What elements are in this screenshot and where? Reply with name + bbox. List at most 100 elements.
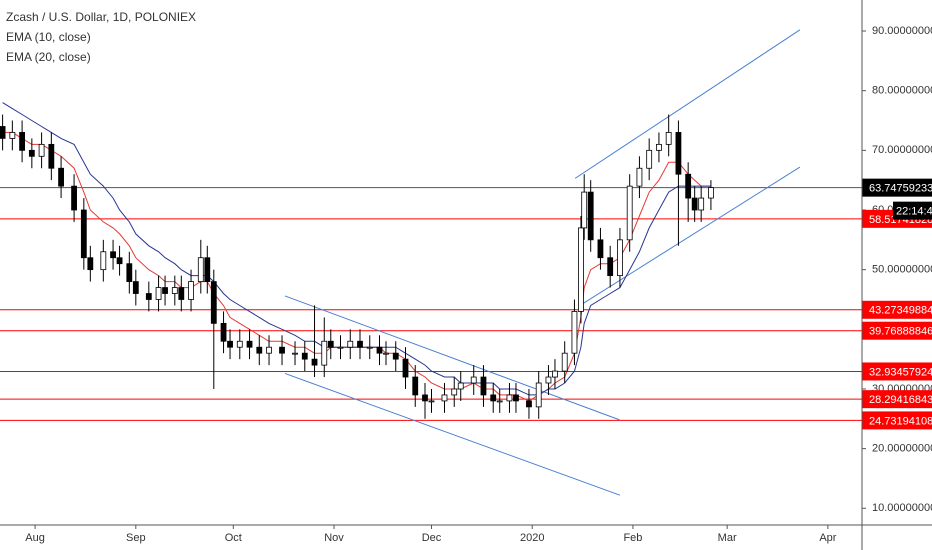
- candle-body: [506, 394, 513, 402]
- candle-body: [155, 287, 162, 300]
- price-scale: 10.0000000020.0000000030.0000000040.0000…: [862, 25, 932, 514]
- candle-body: [227, 340, 233, 348]
- candle-body: [626, 185, 633, 241]
- level-label: 39.76888846: [869, 326, 932, 338]
- candle-body: [301, 352, 308, 360]
- candle-body: [646, 149, 653, 169]
- candle-body: [412, 376, 419, 396]
- trendline: [579, 166, 801, 306]
- candle-body: [656, 143, 662, 151]
- candle-body: [337, 346, 344, 349]
- candle-body: [513, 394, 519, 402]
- candle-body: [132, 281, 139, 294]
- candle-body: [87, 257, 94, 271]
- y-tick-label: 80.00000000: [872, 85, 932, 97]
- x-tick-label: 2020: [520, 532, 544, 544]
- candle-body: [327, 340, 334, 348]
- candle-body: [698, 197, 705, 211]
- candle-body: [80, 209, 87, 259]
- candle-body: [470, 376, 477, 384]
- candle-body: [38, 143, 45, 157]
- level-label-box: [862, 411, 932, 430]
- candle-body: [321, 340, 328, 366]
- level-label-box: [862, 321, 932, 340]
- candle-body: [162, 287, 168, 294]
- candle-body: [402, 358, 409, 378]
- candle-body: [665, 132, 672, 145]
- y-tick-label: 70.00000000: [872, 144, 932, 156]
- candle-body: [116, 257, 123, 265]
- candle-body: [691, 197, 698, 211]
- candle-body: [178, 287, 185, 300]
- y-tick-label: 50.00000000: [872, 264, 932, 276]
- candle-body: [347, 340, 354, 348]
- last-price-box: [862, 178, 932, 197]
- x-tick-label: Nov: [324, 532, 344, 544]
- candle-body: [545, 376, 552, 384]
- candle-body: [366, 346, 373, 349]
- level-label: 32.93457924: [869, 366, 932, 378]
- candle-body: [685, 173, 692, 199]
- countdown-label: 22:14:45: [896, 206, 932, 218]
- level-label: 43.27349884: [869, 305, 932, 317]
- candle-body: [422, 394, 428, 402]
- level-label-box: [862, 300, 932, 319]
- candle-body: [9, 132, 16, 139]
- candle-body: [451, 388, 458, 396]
- candle-body: [457, 382, 464, 390]
- level-label-box: [862, 362, 932, 381]
- candle-body: [490, 394, 497, 402]
- candle-body: [279, 346, 285, 354]
- candle-body: [210, 281, 217, 324]
- candle-body: [100, 251, 107, 271]
- candle-body: [58, 167, 64, 187]
- candle-body: [441, 394, 448, 402]
- x-tick-label: Dec: [422, 532, 442, 544]
- chart-title: Zcash / U.S. Dollar, 1D, POLONIEX: [6, 10, 196, 24]
- candle-body: [675, 132, 682, 175]
- y-tick-label: 20.00000000: [872, 443, 932, 455]
- candle-body: [496, 400, 503, 403]
- candle-body: [311, 358, 318, 366]
- x-tick-label: Apr: [819, 532, 836, 544]
- ema-line: [2, 102, 711, 396]
- candle-body: [236, 340, 243, 348]
- candle-body: [126, 263, 133, 282]
- x-tick-label: Sep: [126, 532, 146, 544]
- candle-body: [188, 281, 194, 300]
- candle-body: [708, 187, 714, 199]
- last-price-label: 63.74759233: [869, 183, 932, 195]
- candle-body: [607, 257, 614, 277]
- candle-body: [48, 143, 55, 169]
- x-tick-label: Oct: [225, 532, 242, 544]
- x-tick-label: Mar: [718, 532, 737, 544]
- candle-body: [636, 167, 643, 187]
- candle-body: [19, 132, 25, 151]
- candle-body: [292, 352, 298, 355]
- legend-entry: EMA (20, close): [6, 50, 91, 64]
- candle-body: [197, 257, 204, 282]
- candle-body: [581, 191, 588, 229]
- candle-body: [428, 400, 435, 403]
- candle-body: [383, 352, 389, 355]
- candle-body: [561, 352, 568, 372]
- trendline: [574, 29, 801, 179]
- x-tick-label: Feb: [623, 532, 642, 544]
- candle-body: [204, 257, 211, 282]
- candle-body: [571, 311, 578, 354]
- candle-body: [617, 239, 623, 277]
- candle-body: [71, 185, 77, 211]
- candle-body: [256, 346, 263, 354]
- y-tick-label: 10.00000000: [872, 502, 932, 514]
- candle-body: [526, 400, 532, 408]
- candle-body: [552, 370, 558, 378]
- candle-body: [246, 340, 253, 348]
- countdown-box: [893, 201, 932, 220]
- candle-body: [357, 340, 363, 348]
- candle-body: [587, 191, 594, 241]
- candle-body: [376, 346, 383, 354]
- candle-body: [171, 287, 178, 294]
